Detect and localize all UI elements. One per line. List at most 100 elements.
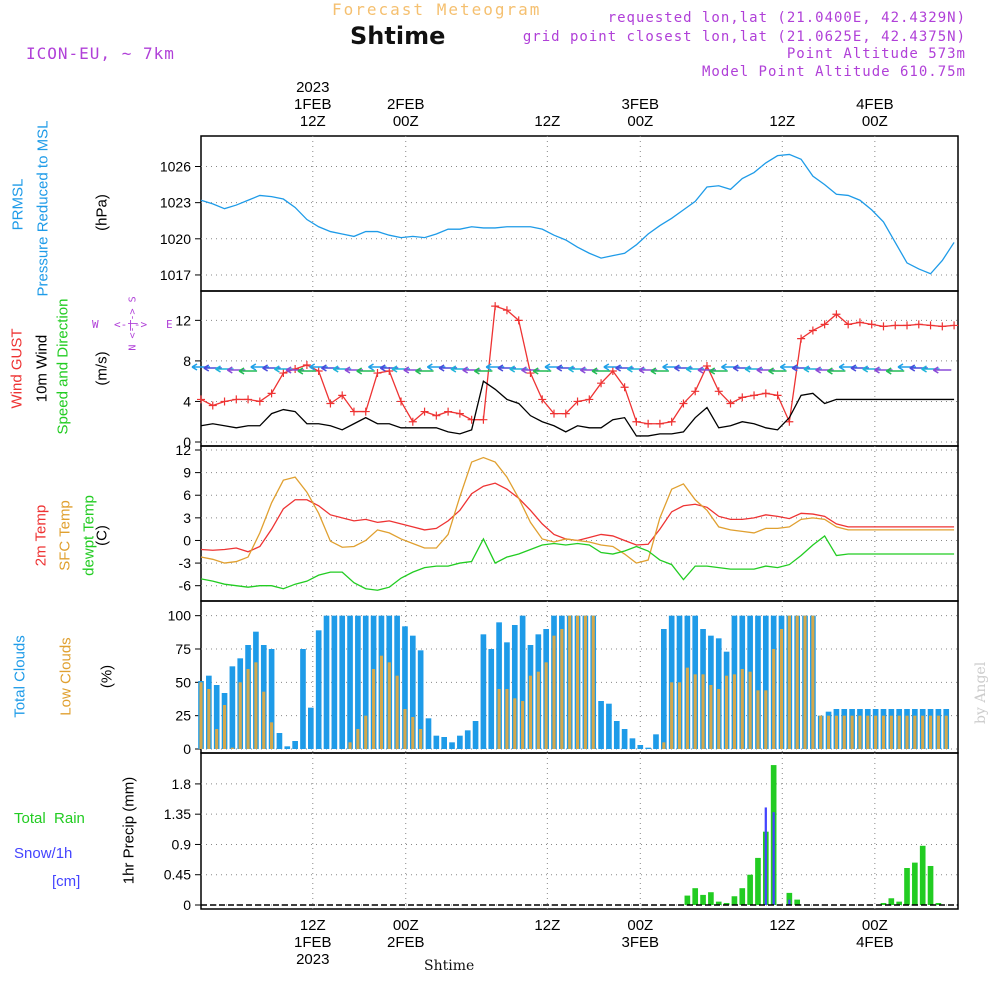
wind-arrow [768,367,787,375]
wind-arrow [744,365,764,373]
gust-marker [644,419,653,428]
gust-marker [844,320,853,329]
bar [693,674,697,749]
wind-arrow [803,365,822,373]
gust-marker [691,387,700,396]
gust-marker [914,320,923,329]
time-label: 2023 [296,951,329,968]
time-label: 12Z [769,917,795,934]
bar [921,715,925,749]
gust-marker [326,399,335,408]
bar [544,662,548,749]
bar [662,742,666,749]
bar [811,615,815,749]
gust-marker [502,306,511,315]
bar [850,715,854,749]
bar [323,615,330,749]
gust-marker [938,322,947,331]
wind-arrow [309,363,328,371]
bar [379,655,383,749]
bar [292,741,298,749]
model-altitude: Model Point Altitude 610.75m [701,64,966,80]
gust-marker [479,415,488,424]
gust-marker [302,360,311,369]
bar [270,722,274,749]
gust-marker [491,302,500,311]
wind-arrow [650,367,669,375]
gust-marker [197,395,205,404]
gust-marker [279,369,288,378]
wind-arrow [909,364,928,372]
y-tick-label: 0 [183,434,191,450]
wind-arrow [579,366,599,374]
bar [881,715,886,749]
gust-marker [408,417,417,426]
gust-marker [561,409,570,418]
bar [464,730,471,749]
wind-arrow [403,366,422,374]
bar [575,615,580,749]
y-tick-label: 0.9 [172,836,192,852]
time-label: 12Z [534,113,560,130]
bar [795,615,799,749]
wind-arrow [509,365,528,373]
bar [858,715,862,749]
wind-arrow [697,366,716,374]
y-tick-label: 0.45 [164,867,191,883]
bar [472,721,479,749]
wind-arrow [215,365,234,373]
bar [764,690,768,749]
y-tick-label: 100 [168,608,192,624]
bar [268,649,275,749]
wind-arrow [885,367,905,375]
y-tick-label: 0 [183,532,191,548]
gust-marker [891,321,900,330]
wind-arrow [544,363,564,371]
bar [528,675,533,749]
y-tick-label: 1023 [160,195,191,211]
bar [613,721,620,749]
bar [387,662,391,749]
gust-marker [585,395,594,404]
bar [715,901,722,905]
wind-arrow [932,366,952,374]
bar [276,733,283,749]
bar [230,747,234,749]
point-altitude: Point Altitude 573m [786,46,966,62]
bar [701,674,705,749]
bar [905,715,909,749]
wind-arrow [497,364,516,372]
wind-arrow [356,367,375,375]
gust-marker [620,383,629,392]
gust-marker [255,397,264,406]
y-tick-label: 8 [183,353,191,369]
bar [928,715,933,749]
gust-marker [714,387,723,396]
wind-arrow [391,365,411,373]
gust-marker [750,391,759,400]
series-line [200,456,955,564]
time-label: 00Z [627,917,653,934]
series-line [200,534,955,591]
y-tick-label: -3 [179,555,192,571]
wind-arrow [674,364,693,372]
bar [708,892,714,905]
bar [944,715,948,749]
bar [739,888,746,905]
gust-marker [608,367,617,376]
gust-marker [291,365,300,374]
gust-marker [314,367,323,376]
bar [827,715,831,749]
bar [755,615,761,749]
y-tick-label: 0 [183,741,191,757]
bar [348,742,352,749]
gust-marker [361,407,370,416]
panel-frame [200,135,959,292]
gust-marker [702,361,711,370]
bar [355,615,361,749]
bar [356,729,360,749]
wind-arrow [921,365,940,373]
y-tick-label: 75 [175,641,191,657]
bar [936,715,940,749]
time-label: 12Z [534,917,560,934]
